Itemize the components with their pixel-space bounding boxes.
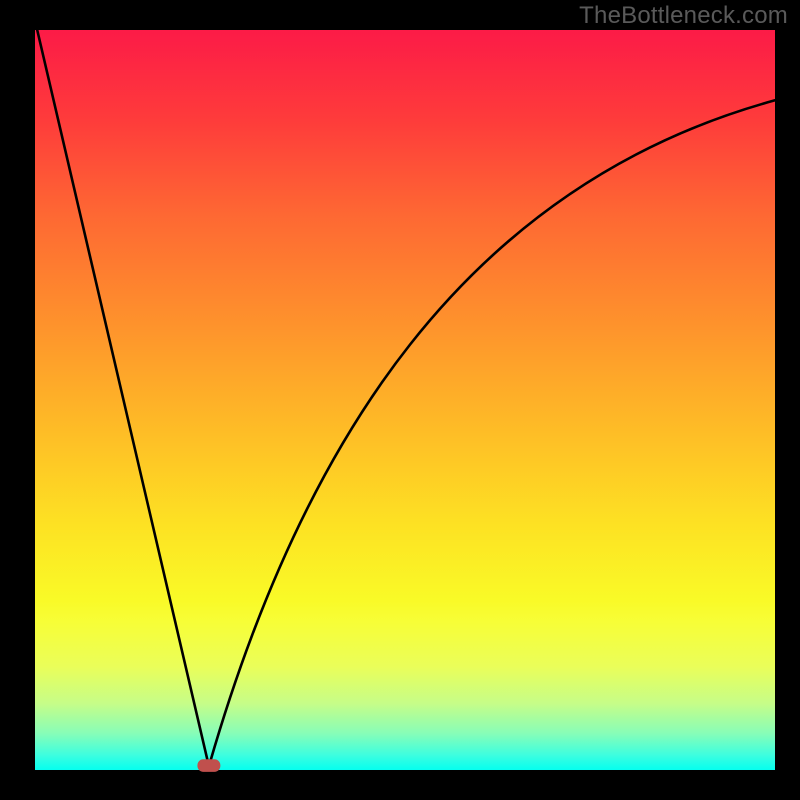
- bottleneck-chart: [0, 0, 800, 800]
- watermark-text: TheBottleneck.com: [579, 2, 788, 30]
- minimum-marker: [197, 759, 220, 772]
- chart-container: TheBottleneck.com: [0, 0, 800, 800]
